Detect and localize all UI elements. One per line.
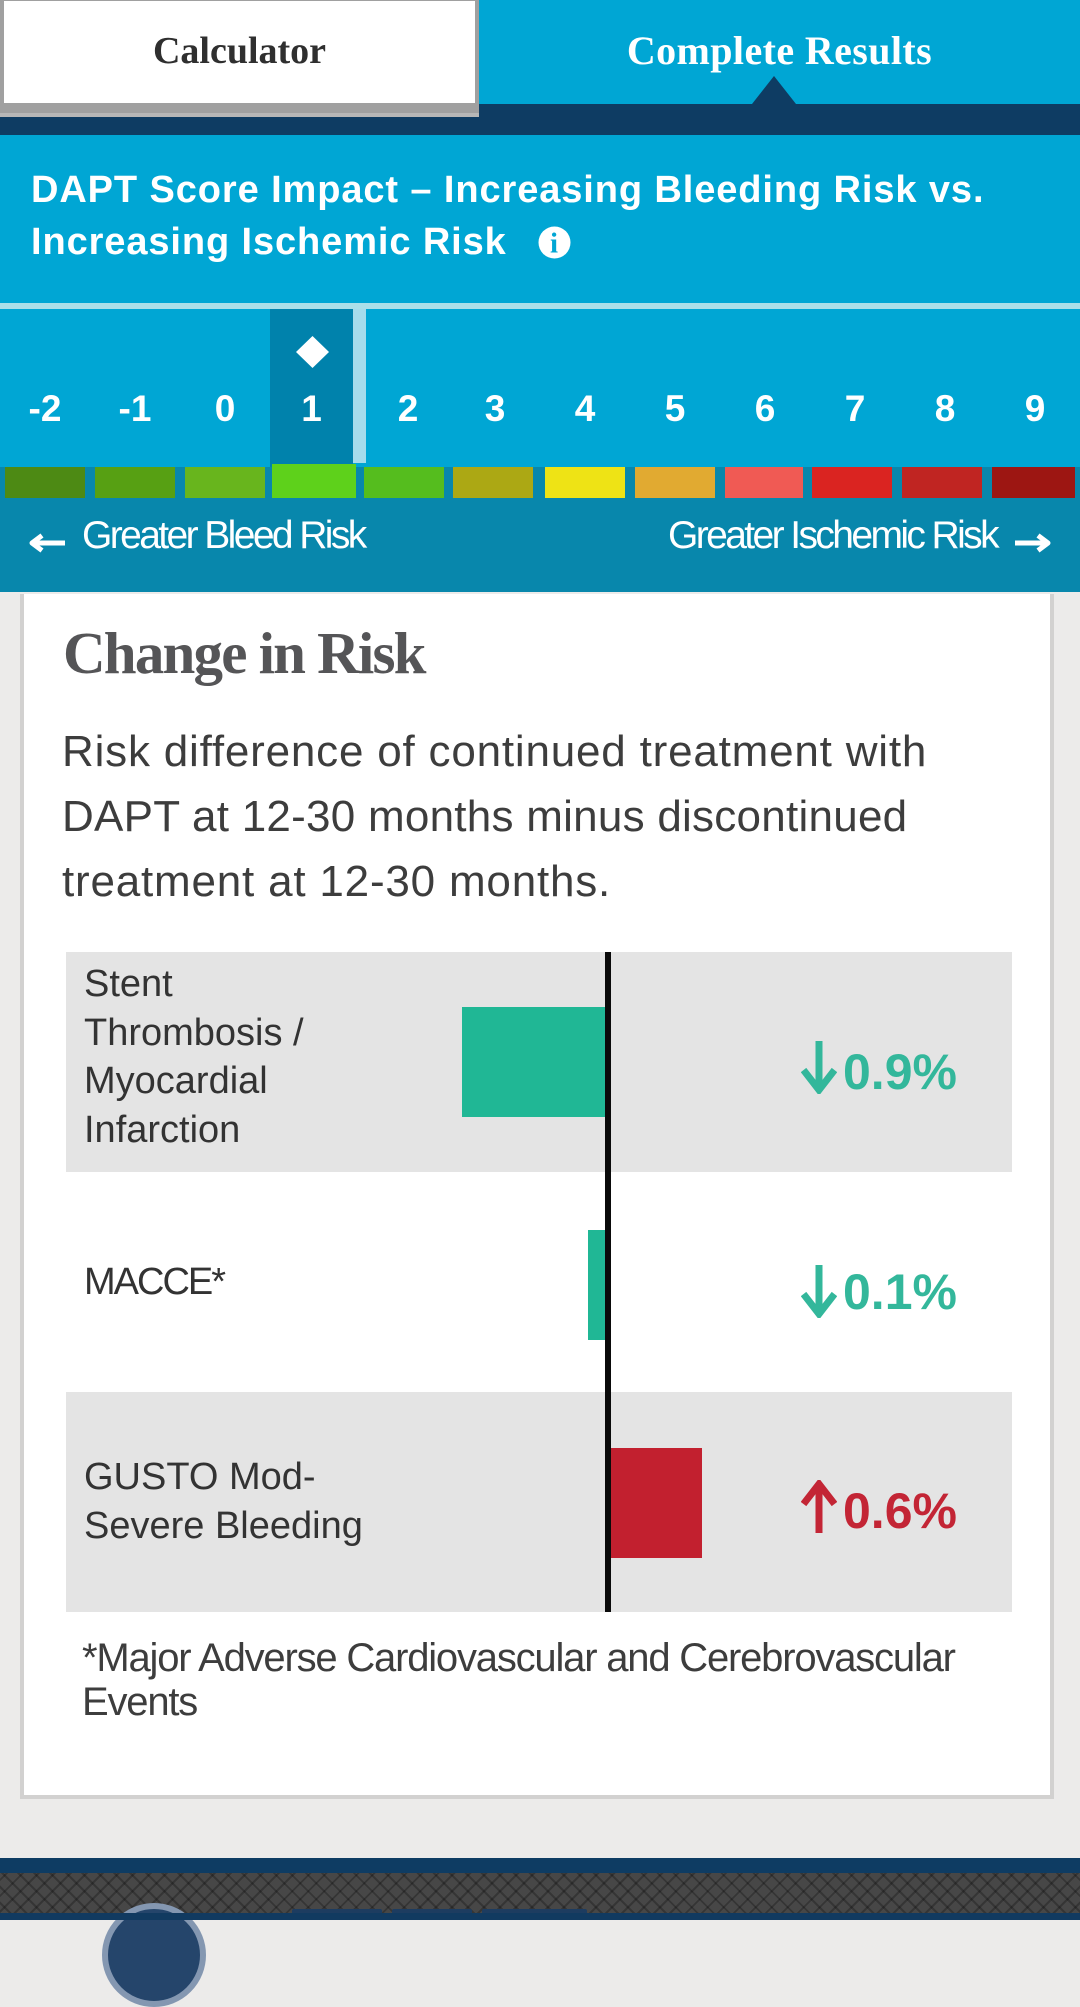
svg-text:i: i [550, 228, 559, 260]
